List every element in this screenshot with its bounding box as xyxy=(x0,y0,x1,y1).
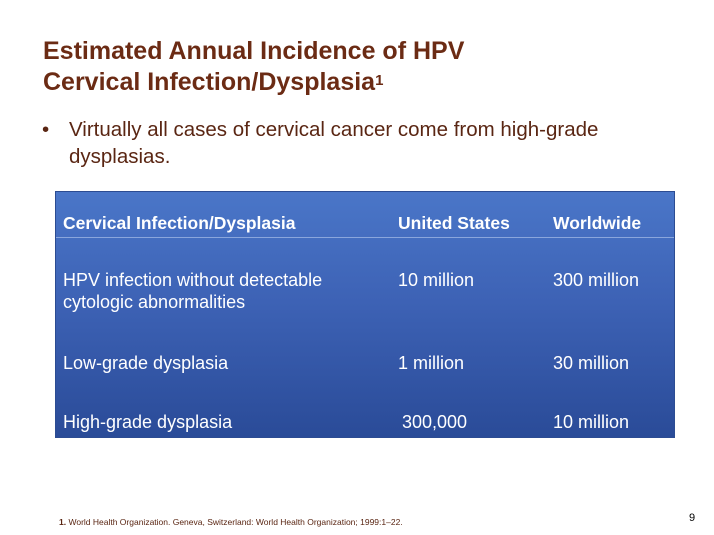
table-header-divider xyxy=(56,237,674,238)
table-header-united-states: United States xyxy=(398,212,548,234)
table-header-category: Cervical Infection/Dysplasia xyxy=(63,212,383,234)
bullet-text: Virtually all cases of cervical cancer c… xyxy=(42,116,702,170)
footnote-number: 1. xyxy=(59,517,66,527)
table-cell-united-states: 1 million xyxy=(398,352,548,374)
title-line-2: Cervical Infection/Dysplasia xyxy=(43,68,375,96)
bullet-dot-icon: • xyxy=(42,116,49,143)
table-cell-category: HPV infection without detectable cytolog… xyxy=(63,269,383,313)
page-number: 9 xyxy=(689,512,695,524)
bullet-point: • Virtually all cases of cervical cancer… xyxy=(42,116,702,170)
table-cell-united-states: 10 million xyxy=(398,269,548,291)
table-header-worldwide: Worldwide xyxy=(553,212,673,234)
table-cell-united-states: 300,000 xyxy=(402,411,552,433)
footnote: 1. World Health Organization. Geneva, Sw… xyxy=(59,517,403,527)
table-cell-worldwide: 30 million xyxy=(553,352,673,374)
title-superscript: 1 xyxy=(375,72,383,89)
footnote-text: World Health Organization. Geneva, Switz… xyxy=(68,517,402,527)
slide-title: Estimated Annual Incidence of HPV Cervic… xyxy=(43,36,683,98)
title-line-1: Estimated Annual Incidence of HPV xyxy=(43,37,464,65)
table-cell-category: Low-grade dysplasia xyxy=(63,352,383,374)
table-cell-category: High-grade dysplasia xyxy=(63,411,383,433)
incidence-table: Cervical Infection/Dysplasia United Stat… xyxy=(55,191,675,438)
table-cell-worldwide: 300 million xyxy=(553,269,673,291)
table-cell-worldwide: 10 million xyxy=(553,411,673,433)
